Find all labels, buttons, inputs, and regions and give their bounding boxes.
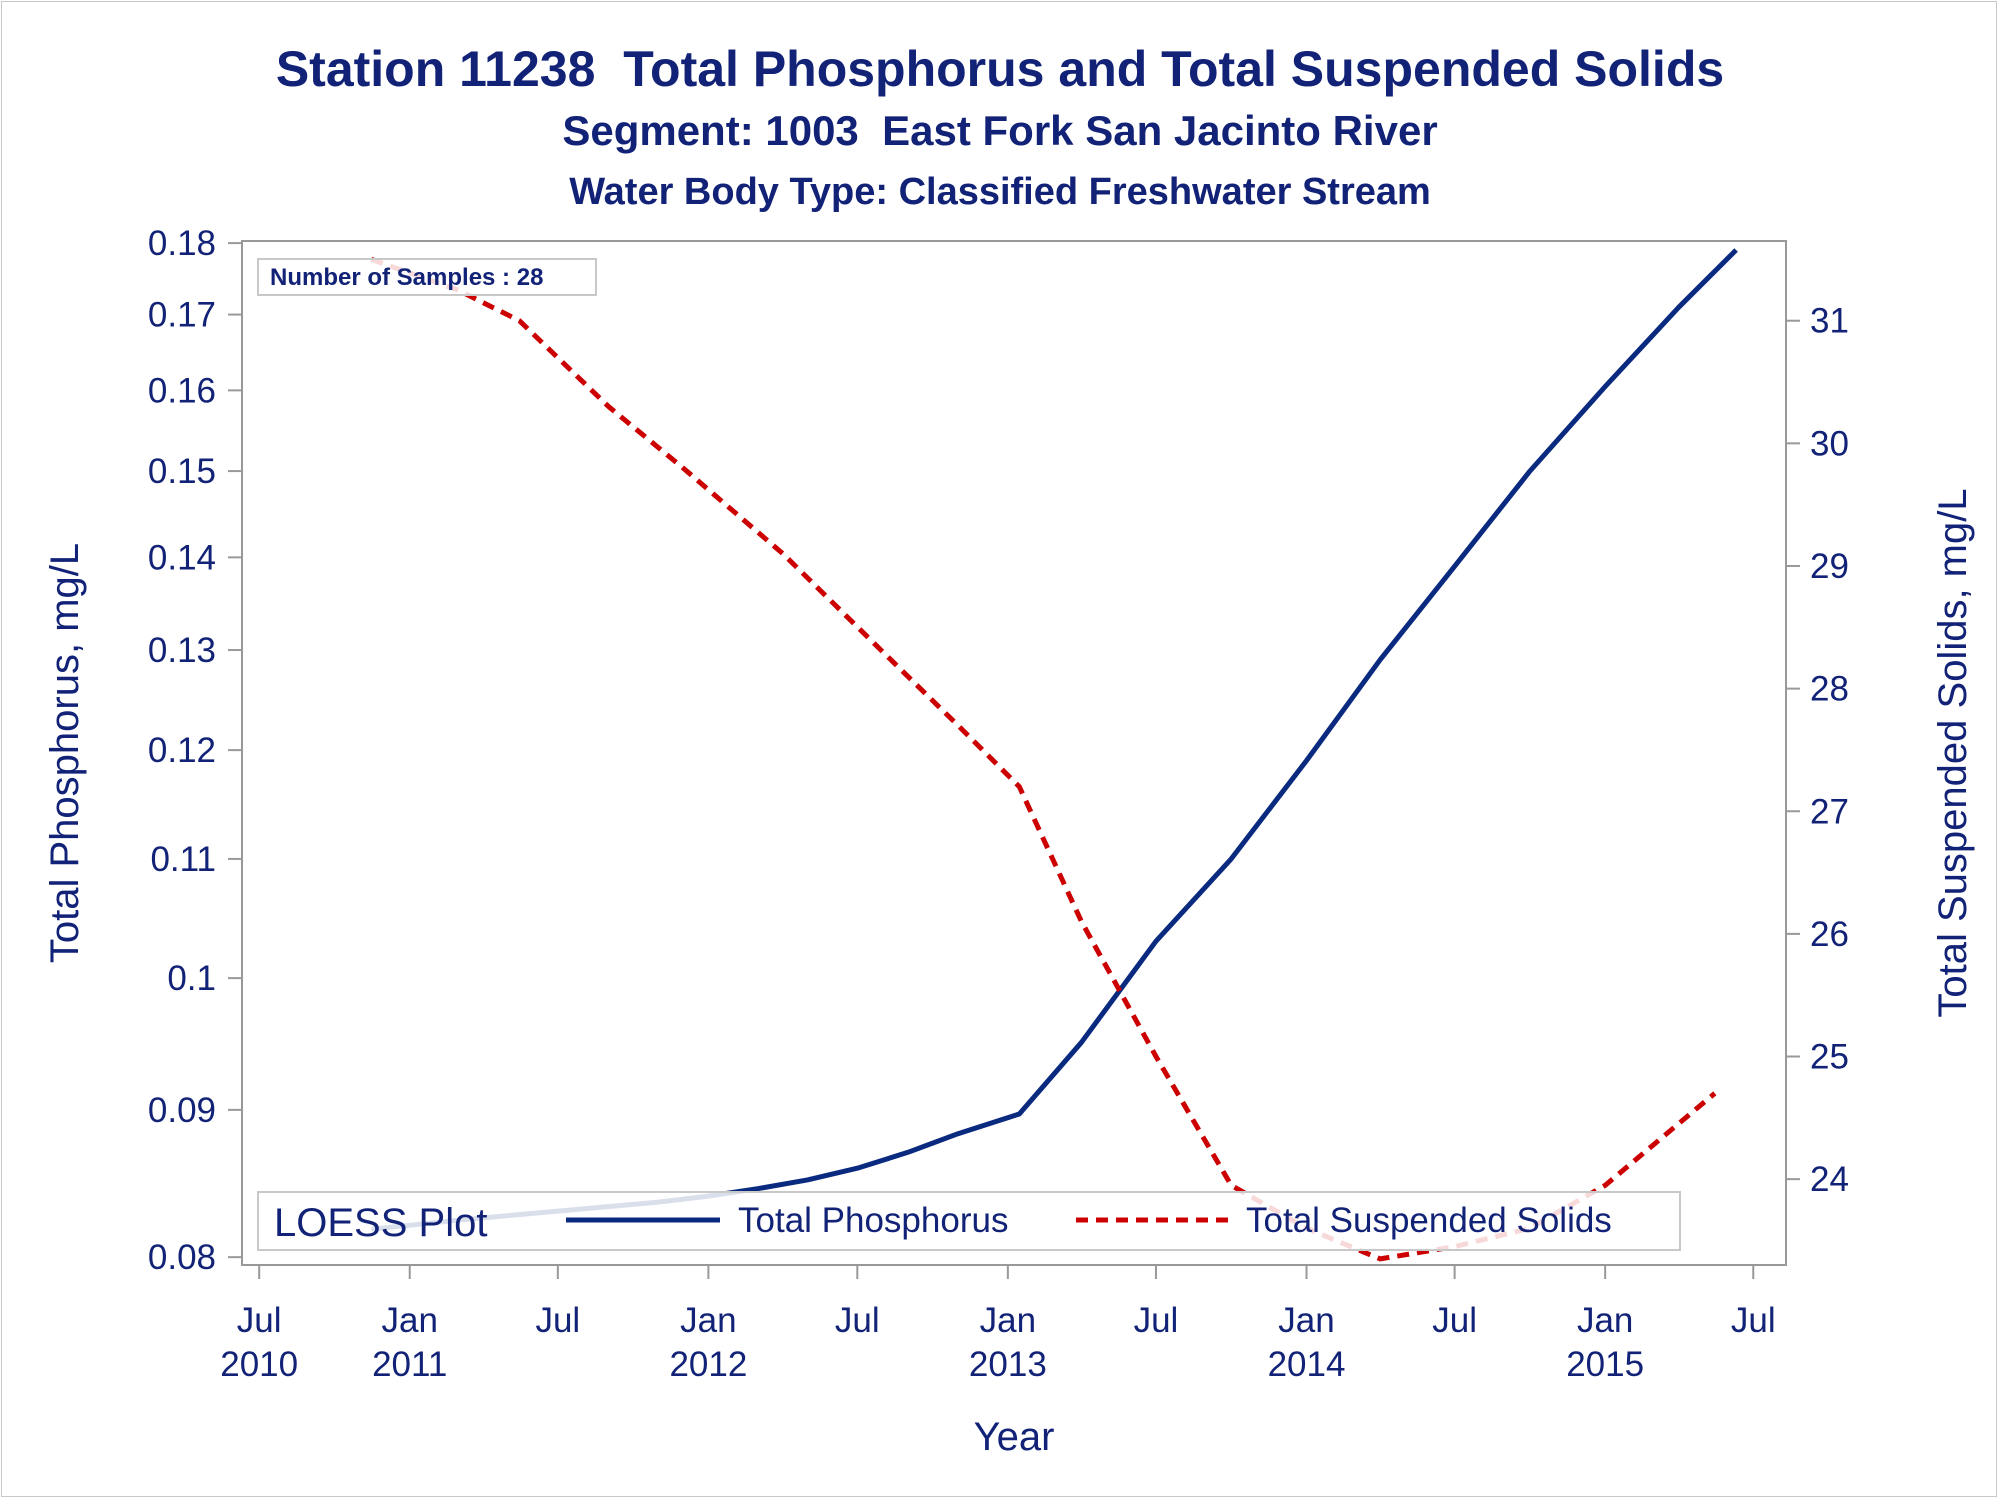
x-tick-label: Jul <box>237 1301 282 1340</box>
x-tick-label: Jul <box>1731 1301 1776 1340</box>
x-tick-label-year: 2012 <box>669 1345 747 1384</box>
y-tick-label: 0.13 <box>148 631 216 670</box>
x-tick-label: Jul <box>535 1301 580 1340</box>
y2-tick-label: 30 <box>1810 424 1849 463</box>
legend-title: LOESS Plot <box>274 1201 487 1245</box>
x-tick-label: Jan <box>382 1301 438 1340</box>
x-tick-label: Jul <box>835 1301 880 1340</box>
series-line-tss <box>370 257 1717 1262</box>
y-tick-label: 0.09 <box>148 1091 216 1130</box>
legend-label-tss: Total Suspended Solids <box>1246 1201 1612 1240</box>
x-tick-label: Jan <box>1278 1301 1334 1340</box>
y2-tick-label: 29 <box>1810 547 1849 586</box>
y2-tick-label: 24 <box>1810 1160 1849 1199</box>
legend-label-phosphorus: Total Phosphorus <box>738 1201 1008 1240</box>
chart-subtitle-waterbody: Water Body Type: Classified Freshwater S… <box>569 171 1431 213</box>
y2-tick-label: 28 <box>1810 670 1849 709</box>
y-tick-label: 0.16 <box>148 371 216 410</box>
y-tick-label: 0.17 <box>148 296 216 335</box>
series-line-phosphorus <box>371 248 1738 1232</box>
y-tick-label: 0.11 <box>150 840 216 879</box>
x-tick-label-year: 2010 <box>220 1345 298 1384</box>
y2-tick-label: 31 <box>1810 302 1849 341</box>
y-tick-label: 0.12 <box>148 731 216 770</box>
y-tick-label: 0.18 <box>148 224 216 263</box>
chart-subtitle-segment: Segment: 1003 East Fork San Jacinto Rive… <box>562 107 1438 154</box>
y-axis-label: Total Phosphorus, mg/L <box>43 543 87 963</box>
x-tick-label-year: 2015 <box>1566 1345 1644 1384</box>
x-tick-label: Jul <box>1134 1301 1179 1340</box>
chart-titles: Station 11238 Total Phosphorus and Total… <box>0 38 2000 222</box>
y2-tick-label: 25 <box>1810 1038 1849 1077</box>
sample-count-box <box>257 258 597 296</box>
y-tick-label: 0.1 <box>167 959 216 998</box>
y2-tick-label: 27 <box>1810 792 1849 831</box>
legend-box <box>257 1191 1681 1251</box>
x-tick-label: Jul <box>1432 1301 1477 1340</box>
y2-tick-label: 26 <box>1810 915 1849 954</box>
y-tick-label: 0.08 <box>148 1238 216 1277</box>
y-tick-label: 0.15 <box>148 452 216 491</box>
inset-layer: Number of Samples : 28 <box>257 258 597 296</box>
y2-axis-label: Total Suspended Solids, mg/L <box>1931 488 1975 1017</box>
legend: LOESS Plot Total Phosphorus Total Suspen… <box>257 1191 1681 1251</box>
x-tick-label: Jan <box>1577 1301 1633 1340</box>
chart-title: Station 11238 Total Phosphorus and Total… <box>275 41 1725 97</box>
plot-area-frame <box>241 240 1787 1266</box>
x-tick-label-year: 2013 <box>969 1345 1047 1384</box>
x-axis-label: Year <box>974 1415 1055 1459</box>
sample-count-text: Number of Samples : 28 <box>270 264 543 291</box>
x-tick-label: Jan <box>980 1301 1036 1340</box>
x-tick-label-year: 2011 <box>372 1345 447 1384</box>
x-tick-label-year: 2014 <box>1268 1345 1346 1384</box>
y-tick-label: 0.14 <box>148 538 216 577</box>
x-tick-label: Jan <box>680 1301 736 1340</box>
